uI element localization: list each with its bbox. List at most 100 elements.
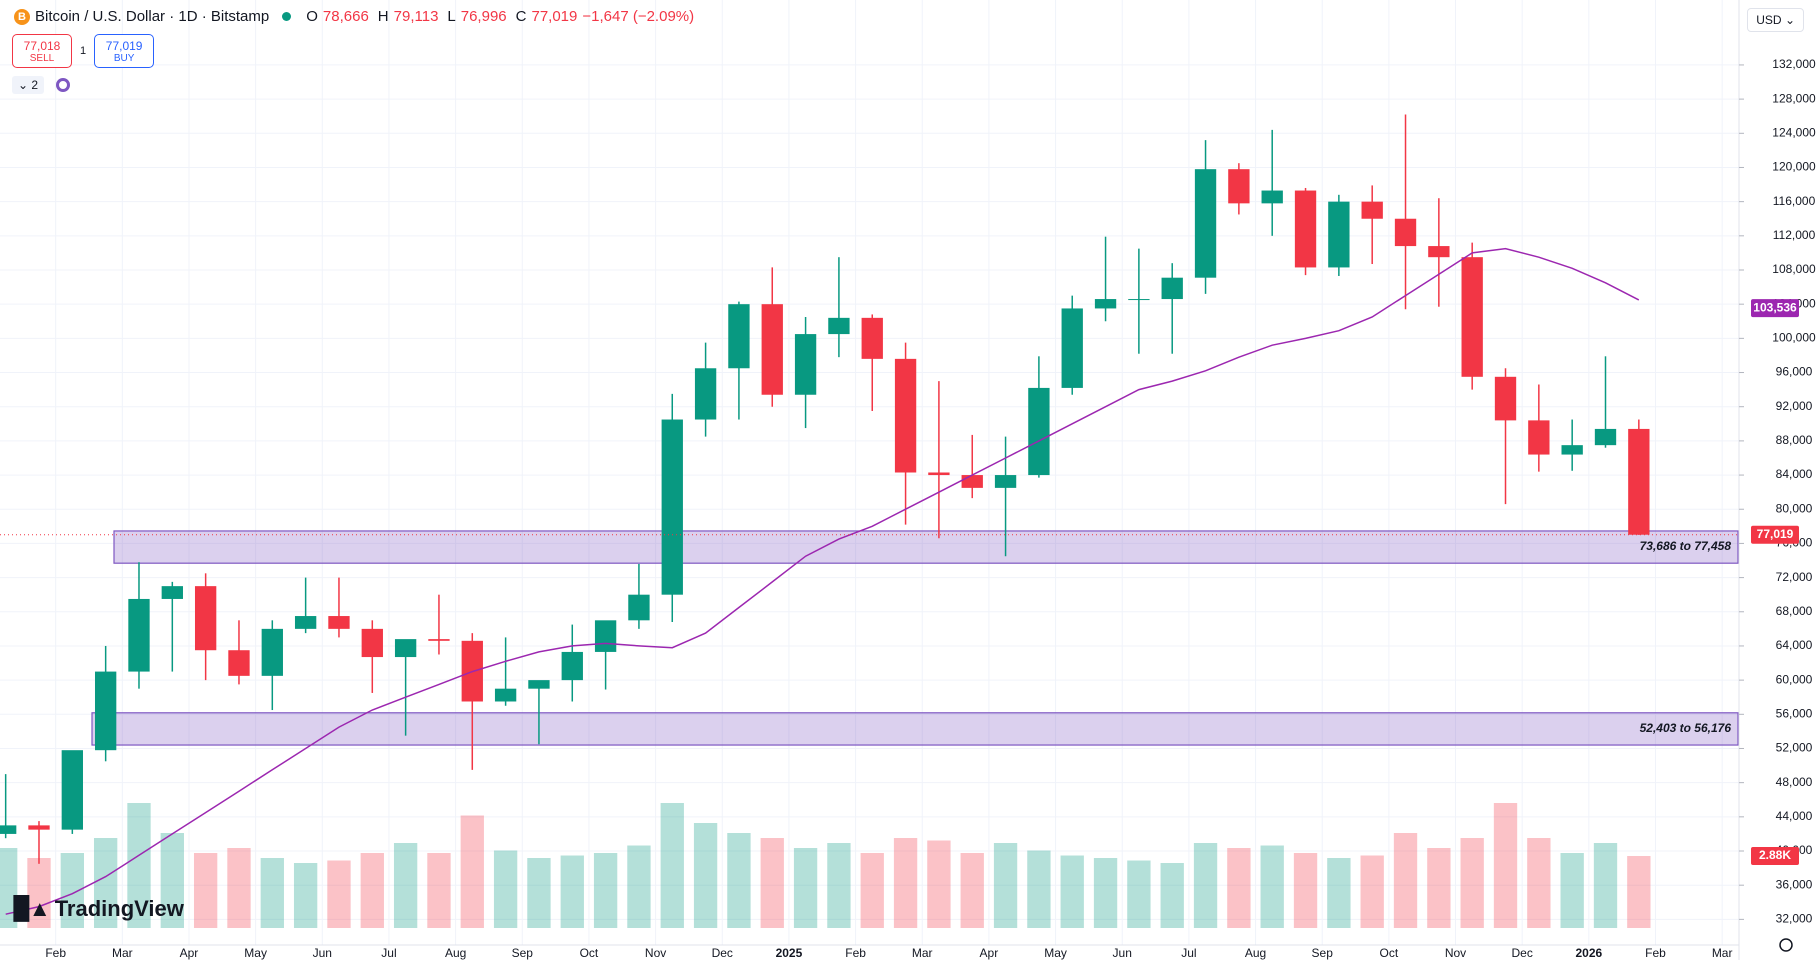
x-tick-label: Dec <box>1512 946 1533 960</box>
candle-body <box>928 472 950 476</box>
trade-panel: 77,018 SELL 1 77,019 BUY <box>12 34 155 68</box>
candle-body <box>728 304 750 369</box>
volume-bar <box>793 848 818 928</box>
volume-bar <box>127 803 151 928</box>
currency-label: USD <box>1756 13 1782 27</box>
x-tick-label: Jul <box>1181 946 1196 960</box>
volume-bar <box>1393 833 1418 928</box>
volume-bar <box>160 833 184 928</box>
candle-body <box>694 368 717 420</box>
candle-layer <box>0 114 1739 915</box>
x-tick-label: Aug <box>445 946 466 960</box>
x-tick-label: 2026 <box>1575 946 1602 960</box>
buy-button[interactable]: 77,019 BUY <box>94 34 155 68</box>
volume-bar <box>27 858 51 928</box>
candle-body <box>1594 428 1617 446</box>
moving-average <box>5 247 1640 915</box>
volume-last-label: 2.88K <box>1759 848 1791 862</box>
candle-body <box>261 628 283 676</box>
candle-body <box>28 825 50 830</box>
candle-body <box>128 598 150 672</box>
currency-button[interactable]: USD ⌄ <box>1747 8 1804 32</box>
sync-icon[interactable] <box>56 78 71 92</box>
candle-body <box>1561 445 1583 455</box>
zone-label: 73,686 to 77,458 <box>1640 539 1732 553</box>
price-axis-bg <box>1739 0 1818 960</box>
candle-body <box>494 688 517 702</box>
volume-bar <box>1193 843 1218 928</box>
y-tick-label: 36,000 <box>1776 877 1813 891</box>
candle-body <box>861 317 883 359</box>
sell-button[interactable]: 77,018 SELL <box>12 34 72 68</box>
volume-bar <box>360 853 384 928</box>
x-tick-label: Mar <box>112 946 133 960</box>
candle-body <box>1461 257 1483 377</box>
candle-body <box>894 358 917 473</box>
volume-bar <box>1127 860 1151 928</box>
settings-icon[interactable] <box>1779 938 1793 952</box>
volume-bar <box>1093 858 1118 928</box>
low-value: 76,996 <box>460 8 507 25</box>
y-tick-label: 128,000 <box>1772 91 1816 105</box>
candle-body <box>194 586 217 651</box>
volume-bar <box>660 803 684 928</box>
volume-bar <box>260 858 284 928</box>
market-status <box>282 12 292 21</box>
x-tick-label: Jun <box>313 946 332 960</box>
volume-bar <box>1260 845 1284 928</box>
candle-body <box>328 616 350 629</box>
brand[interactable]: ▉▲ TradingView <box>14 896 184 922</box>
candle-body <box>1361 201 1383 219</box>
chart-title[interactable]: Bitcoin / U.S. Dollar · 1D · Bitstamp <box>35 8 270 25</box>
indicator-toggle[interactable]: ⌄ 2 <box>12 76 71 94</box>
y-tick-label: 84,000 <box>1776 467 1813 481</box>
x-tick-label: Mar <box>1712 946 1733 960</box>
y-tick-label: 64,000 <box>1776 638 1813 652</box>
candle-body <box>294 616 317 629</box>
brand-logo: ▉▲ <box>14 896 51 921</box>
candle-body <box>661 419 683 595</box>
y-tick-label: 108,000 <box>1772 262 1816 276</box>
volume-bar <box>693 823 718 928</box>
y-tick-label: 48,000 <box>1776 775 1813 789</box>
sell-label: SELL <box>29 52 55 64</box>
candle-body <box>1161 277 1183 300</box>
x-tick-label: Feb <box>45 946 66 960</box>
candle-body <box>0 825 17 834</box>
grid <box>0 0 1739 945</box>
x-tick-label: 2025 <box>776 946 803 960</box>
candle-body <box>1528 420 1550 455</box>
volume-bar <box>893 838 918 928</box>
indicator-count-value: 2 <box>31 78 39 92</box>
indicator-count[interactable]: ⌄ 2 <box>12 76 45 94</box>
y-tick-label: 72,000 <box>1776 570 1813 584</box>
symbol-icon: B <box>14 8 30 25</box>
high-value: 79,113 <box>393 8 439 25</box>
x-tick-label: May <box>1044 946 1067 960</box>
buy-label: BUY <box>113 52 135 64</box>
candle-body <box>1261 190 1283 204</box>
y-tick-label: 112,000 <box>1773 228 1816 242</box>
brand-name: TradingView <box>54 896 184 921</box>
candle-body <box>161 586 183 599</box>
volume-bar <box>1627 856 1651 928</box>
zone-box <box>113 530 1739 564</box>
sell-price: 77,018 <box>23 38 61 53</box>
volume-bar <box>1227 848 1251 928</box>
volume-bar <box>1560 853 1584 928</box>
ma-last-label: 103,536 <box>1753 300 1797 314</box>
volume-bar <box>393 843 418 928</box>
candle-body <box>828 317 850 335</box>
open-value: 78,666 <box>322 8 369 25</box>
volume-bar <box>60 853 84 928</box>
last-price-label-bg <box>1751 525 1799 544</box>
volume-bar <box>827 843 851 928</box>
volume-bar <box>193 853 218 928</box>
x-tick-label: Sep <box>512 946 534 960</box>
x-tick-label: Oct <box>1380 946 1399 960</box>
y-tick-label: 32,000 <box>1776 912 1813 926</box>
volume-bar <box>93 838 118 928</box>
candle-body <box>1394 218 1417 247</box>
volume-bar <box>1527 838 1551 928</box>
